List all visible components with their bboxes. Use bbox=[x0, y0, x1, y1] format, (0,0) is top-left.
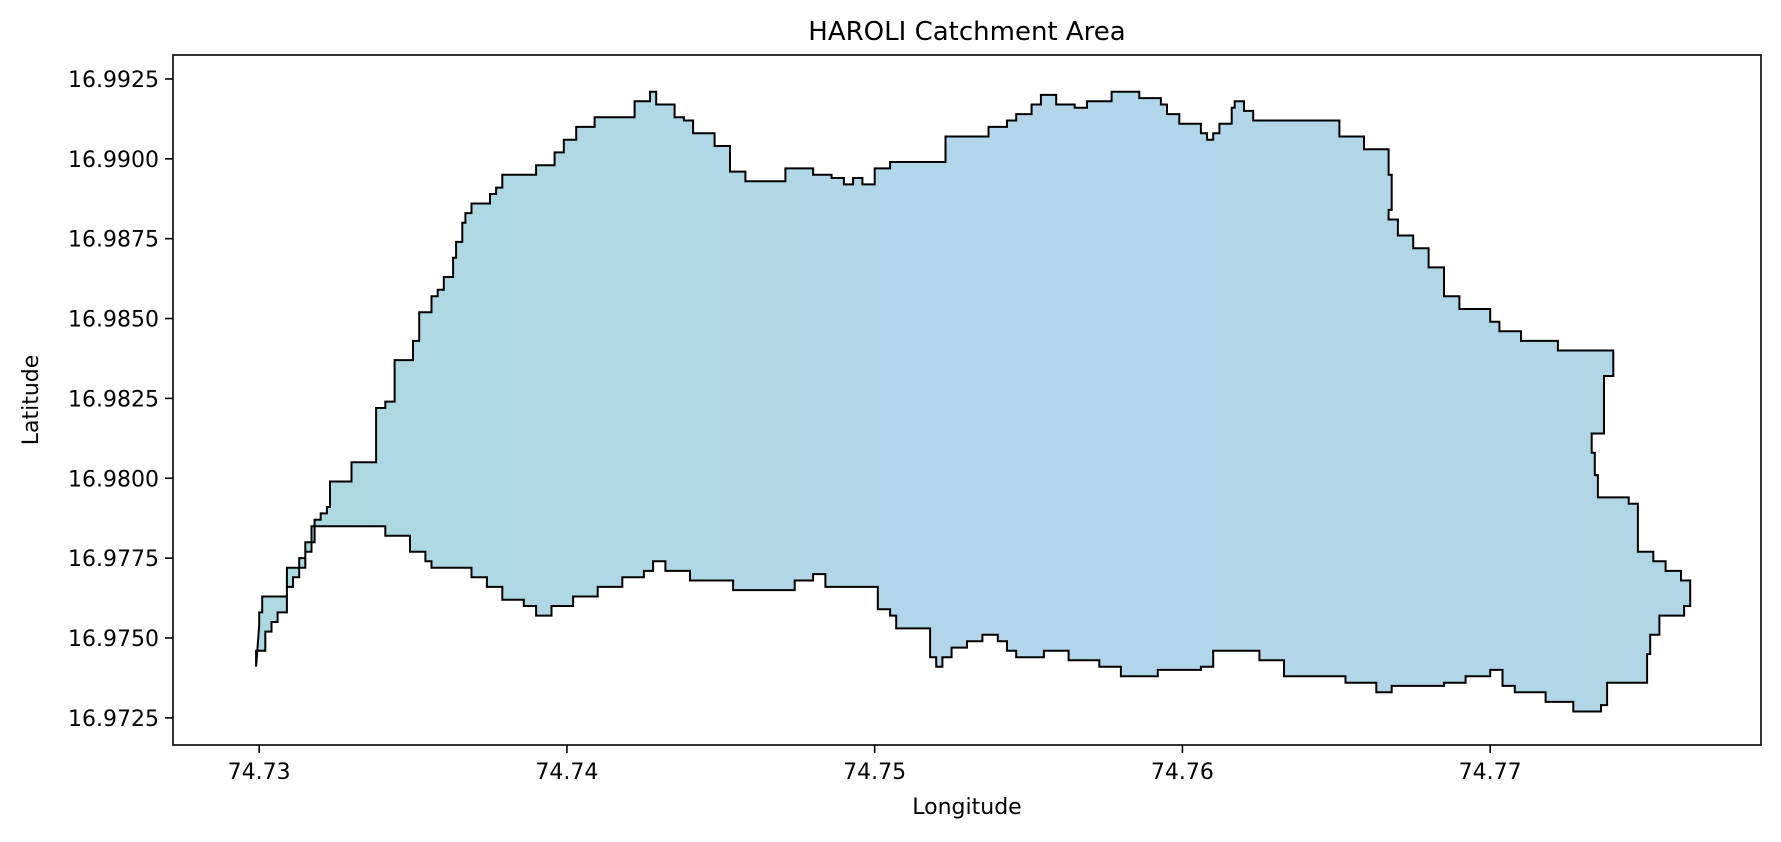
x-tick-label: 74.77 bbox=[1459, 760, 1522, 785]
y-tick-label: 16.9900 bbox=[68, 148, 159, 173]
y-tick-label: 16.9775 bbox=[68, 547, 159, 572]
axes-frame bbox=[172, 54, 1762, 746]
x-tick-label: 74.75 bbox=[843, 760, 906, 785]
y-tick-label: 16.9875 bbox=[68, 228, 159, 253]
y-tick-label: 16.9825 bbox=[68, 387, 159, 412]
y-tick-label: 16.9800 bbox=[68, 467, 159, 492]
y-axis-label: Latitude bbox=[19, 355, 44, 446]
y-tick-label: 16.9925 bbox=[68, 68, 159, 93]
x-axis-label: Longitude bbox=[912, 795, 1021, 820]
y-axis: 16.9725 16.9750 16.9775 16.9800 16.9825 16.98… bbox=[68, 68, 173, 732]
x-axis: 74.73 74.74 74.75 74.76 74.77 bbox=[228, 745, 1522, 785]
y-tick-label: 16.9850 bbox=[68, 308, 159, 333]
region-layer bbox=[255, 90, 1692, 713]
x-tick-label: 74.73 bbox=[228, 760, 291, 785]
x-tick-label: 74.76 bbox=[1151, 760, 1214, 785]
y-tick-label: 16.9750 bbox=[68, 627, 159, 652]
y-tick-label: 16.9725 bbox=[68, 707, 159, 732]
catchment-area-region bbox=[255, 90, 1692, 713]
x-tick-label: 74.74 bbox=[535, 760, 598, 785]
chart-title: HAROLI Catchment Area bbox=[808, 17, 1125, 47]
